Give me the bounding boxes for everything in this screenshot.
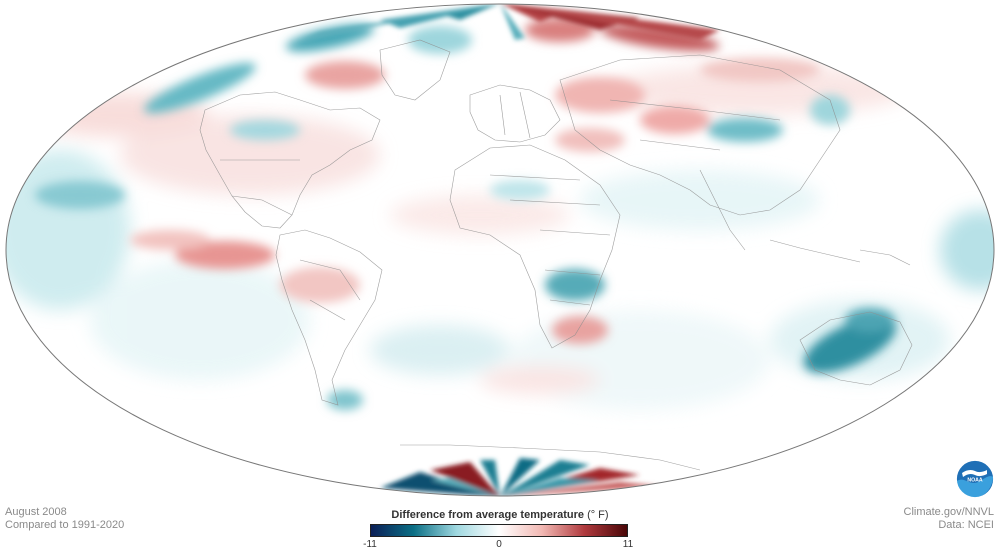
noaa-logo-text: NOAA — [967, 478, 983, 484]
legend-units: (° F) — [587, 509, 609, 521]
map-date: August 2008 — [5, 506, 67, 518]
map-credits: Climate.gov/NNVL Data: NCEI — [904, 506, 994, 532]
legend-max-label: 11 — [622, 539, 634, 550]
legend-title-text: Difference from average temperature — [391, 509, 584, 521]
color-legend: Difference from average temperature (° F… — [360, 509, 640, 553]
legend-min-label: -11 — [363, 539, 377, 550]
map-baseline: Compared to 1991-2020 — [5, 519, 125, 531]
legend-mid-label: 0 — [496, 539, 502, 550]
anomaly-field-broad — [6, 65, 994, 410]
globe-outline — [5, 3, 995, 497]
credit-source: Climate.gov/NNVL — [903, 506, 994, 518]
anomaly-field-medium — [35, 18, 897, 410]
temperature-anomaly-map — [0, 0, 1000, 500]
legend-color-bar — [370, 524, 628, 537]
credit-data: Data: NCEI — [938, 519, 994, 531]
noaa-logo-icon: NOAA — [956, 460, 994, 498]
map-caption: August 2008 Compared to 1991-2020 — [5, 506, 124, 532]
legend-title: Difference from average temperature (° F… — [360, 509, 640, 521]
ocean-background — [0, 0, 1000, 500]
anomaly-field-polar — [300, 4, 720, 496]
